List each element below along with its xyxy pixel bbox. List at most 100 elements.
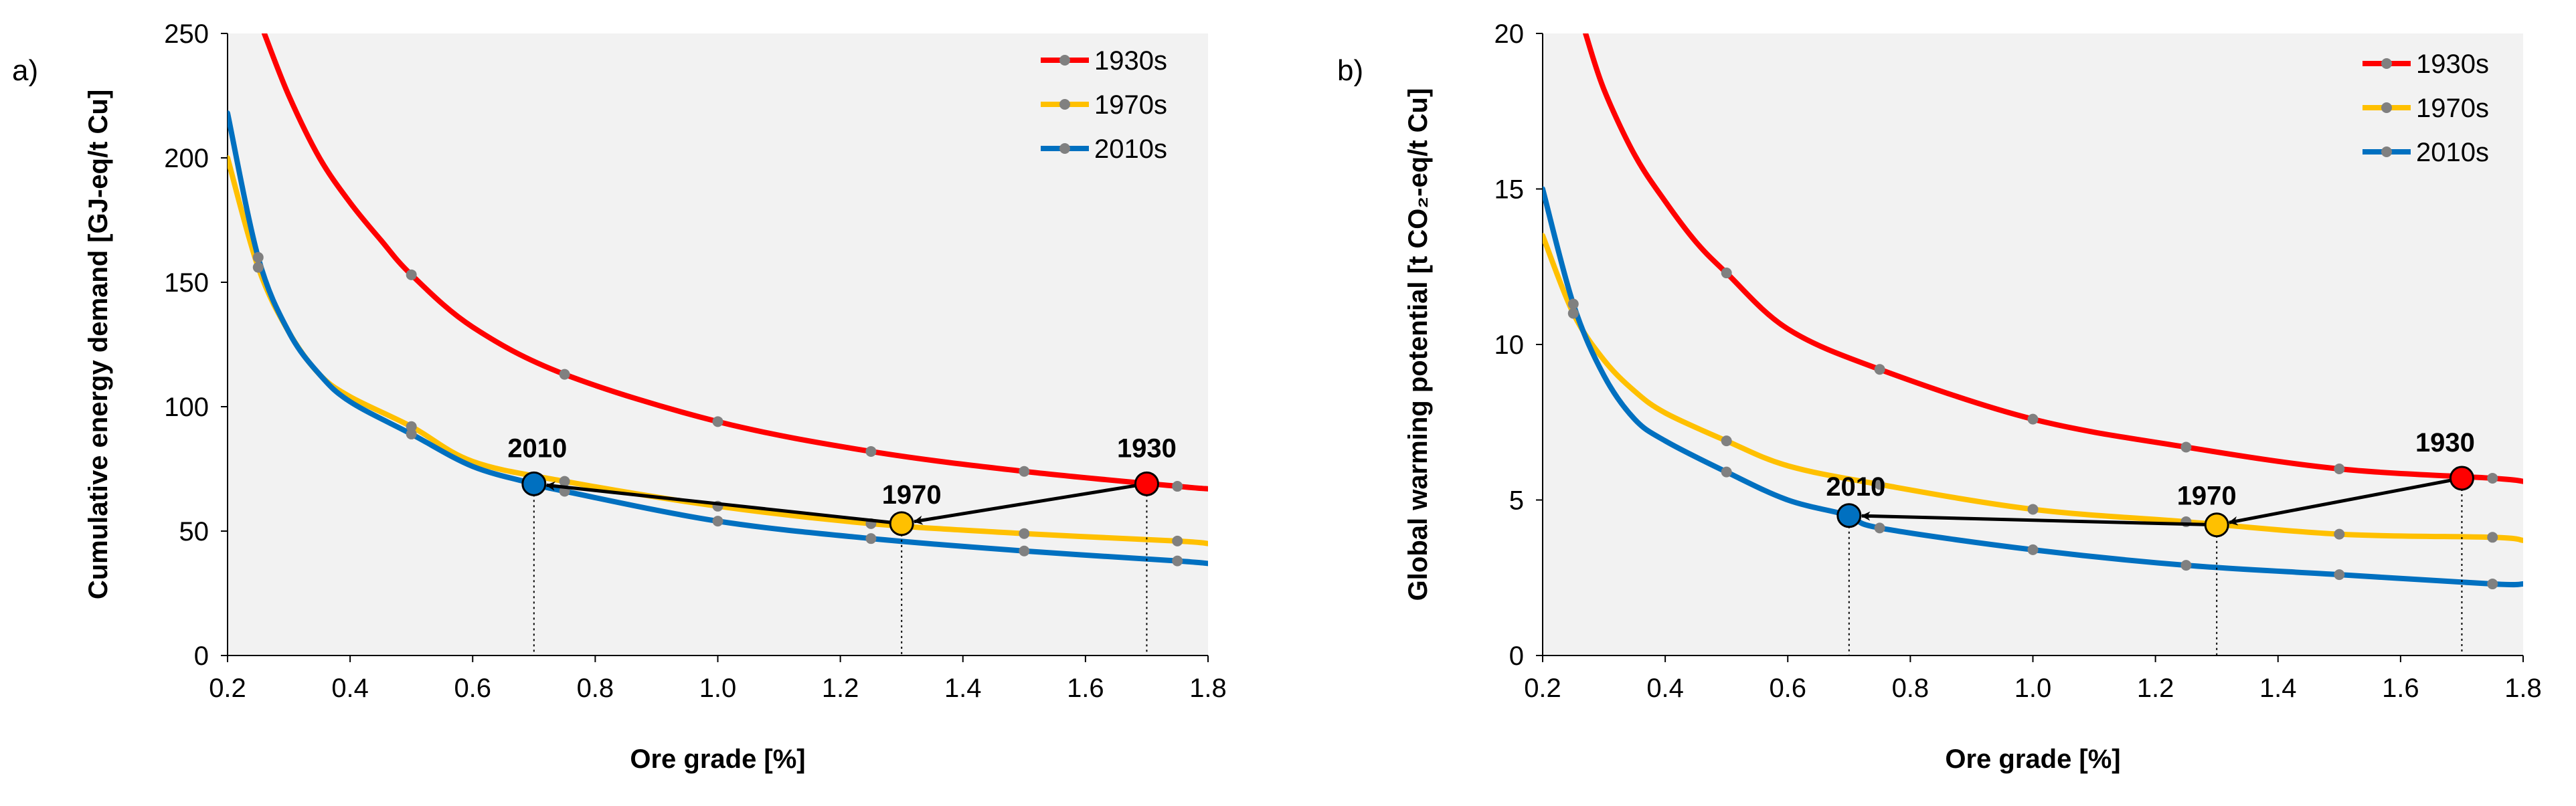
legend-marker-1970s bbox=[1059, 99, 1070, 110]
x-tick-label: 1.6 bbox=[2382, 674, 2419, 703]
x-tick-label: 0.4 bbox=[1646, 674, 1684, 703]
highlight-point-1930 bbox=[1134, 471, 1159, 496]
data-point-1970s bbox=[559, 476, 570, 487]
data-point-2010s bbox=[1019, 545, 1030, 557]
data-point-1970s bbox=[1019, 528, 1030, 539]
legend-label-2010s: 2010s bbox=[1094, 134, 1167, 164]
trend-arrow bbox=[913, 484, 1136, 525]
data-point-1970s bbox=[1172, 535, 1183, 546]
legend-label-2010s: 2010s bbox=[2416, 138, 2489, 167]
data-point-2010s bbox=[1721, 466, 1732, 478]
x-tick-label: 1.8 bbox=[2504, 674, 2542, 703]
x-tick-label: 1.4 bbox=[944, 674, 982, 703]
y-tick-label: 0 bbox=[194, 641, 209, 671]
y-tick-label: 250 bbox=[164, 19, 209, 49]
x-tick-label: 0.2 bbox=[1524, 674, 1561, 703]
y-axis-title: Cumulative energy demand [GJ-eq/t Cu] bbox=[84, 90, 113, 599]
chart-b: 0.2 0.4 0.6 0.8 1.0 1.2 1.4 1.6 1.8 0 5 10 15 20 Ore g… bbox=[1337, 19, 2542, 774]
legend-marker-1930s bbox=[2381, 58, 2392, 69]
x-tick-label: 0.4 bbox=[331, 674, 369, 703]
data-point-1970s bbox=[252, 262, 264, 273]
y-tick-label: 5 bbox=[1509, 486, 1524, 516]
legend-label-1930s: 1930s bbox=[2416, 49, 2489, 79]
data-point-1930s bbox=[406, 269, 417, 280]
legend-marker-2010s bbox=[1059, 143, 1070, 154]
x-tick-label: 0.6 bbox=[1769, 674, 1806, 703]
legend: 1930s 1970s 2010s bbox=[1041, 46, 1167, 164]
y-tick-label: 20 bbox=[1494, 19, 1525, 49]
x-tick-label: 1.0 bbox=[2014, 674, 2052, 703]
data-point-1930s bbox=[2334, 464, 2345, 474]
data-point-1930s bbox=[1019, 466, 1030, 477]
y-tick-label: 10 bbox=[1494, 330, 1525, 360]
x-tick-label: 1.6 bbox=[1067, 674, 1104, 703]
highlight-point-1970 bbox=[2204, 512, 2229, 538]
x-tick-label: 0.2 bbox=[209, 674, 246, 703]
highlight-label-1930: 1930 bbox=[2415, 428, 2475, 458]
data-point-1970s bbox=[1874, 479, 1885, 490]
plot-area bbox=[228, 33, 1208, 656]
data-point-1970s bbox=[2487, 532, 2498, 543]
legend: 1930s 1970s 2010s bbox=[2363, 49, 2489, 167]
panel-label: b) bbox=[1337, 54, 1363, 87]
highlight-label-1930: 1930 bbox=[1117, 433, 1177, 463]
data-point-1930s bbox=[2027, 413, 2039, 425]
legend-label-1930s: 1930s bbox=[1094, 46, 1167, 76]
data-point-1930s bbox=[2487, 472, 2498, 484]
data-point-1930s bbox=[1874, 364, 1885, 375]
data-point-2010s bbox=[1874, 522, 1885, 534]
trend-arrow bbox=[545, 481, 891, 524]
x-tick-label: 1.2 bbox=[822, 674, 859, 703]
data-point-2010s bbox=[406, 428, 417, 439]
y-tick-label: 50 bbox=[179, 517, 209, 546]
legend-marker-2010s bbox=[2381, 146, 2392, 157]
data-point-1970s bbox=[2334, 528, 2345, 540]
y-tick-label: 15 bbox=[1494, 175, 1525, 205]
highlight-label-2010: 2010 bbox=[1826, 472, 1885, 502]
x-tick-label: 1.8 bbox=[1189, 674, 1227, 703]
highlight-point-1970 bbox=[889, 511, 914, 536]
highlight-label-2010: 2010 bbox=[507, 433, 567, 463]
legend-label-1970s: 1970s bbox=[1094, 90, 1167, 120]
x-tick-label: 1.2 bbox=[2137, 674, 2174, 703]
data-point-1930s bbox=[559, 369, 570, 380]
data-point-1970s bbox=[1721, 435, 1732, 447]
data-point-2010s bbox=[1567, 298, 1579, 310]
x-tick-label: 0.6 bbox=[454, 674, 491, 703]
data-point-1930s bbox=[2180, 441, 2192, 453]
highlight-label-1970: 1970 bbox=[882, 480, 942, 510]
data-point-2010s bbox=[252, 251, 264, 263]
legend-label-1970s: 1970s bbox=[2416, 94, 2489, 123]
data-point-2010s bbox=[2487, 579, 2498, 590]
legend-marker-1970s bbox=[2381, 102, 2392, 113]
highlight-point-2010 bbox=[1836, 503, 1862, 528]
data-point-1970s bbox=[406, 421, 417, 432]
chart-a: 0.2 0.4 0.6 0.8 1.0 1.2 1.4 1.6 1.8 0 50 100 150 200 2… bbox=[12, 19, 1227, 774]
x-axis-title: Ore grade [%] bbox=[1945, 744, 2120, 774]
data-point-2010s bbox=[1172, 555, 1183, 567]
y-axis-title: Global warming potential [t CO₂-eq/t Cu] bbox=[1403, 88, 1433, 601]
x-tick-label: 0.8 bbox=[577, 674, 614, 703]
plot-area bbox=[1543, 33, 2523, 656]
data-point-1970s bbox=[1567, 308, 1579, 319]
trend-arrow bbox=[1861, 511, 2206, 526]
x-tick-label: 1.4 bbox=[2259, 674, 2297, 703]
trend-arrow bbox=[2228, 478, 2452, 526]
highlight-point-2010 bbox=[521, 471, 547, 496]
y-tick-label: 100 bbox=[164, 393, 209, 422]
data-point-1930s bbox=[865, 445, 877, 457]
y-tick-label: 0 bbox=[1509, 641, 1524, 671]
x-axis-title: Ore grade [%] bbox=[630, 744, 805, 774]
data-point-2010s bbox=[2334, 569, 2345, 581]
y-tick-label: 200 bbox=[164, 144, 209, 173]
data-point-1930s bbox=[712, 416, 723, 427]
legend-marker-1930s bbox=[1059, 55, 1070, 66]
highlight-label-1970: 1970 bbox=[2177, 482, 2237, 511]
data-point-2010s bbox=[2180, 560, 2192, 571]
data-point-1930s bbox=[1172, 481, 1183, 492]
x-tick-label: 0.8 bbox=[1892, 674, 1929, 703]
y-tick-label: 150 bbox=[164, 268, 209, 298]
panel-label: a) bbox=[12, 54, 38, 87]
